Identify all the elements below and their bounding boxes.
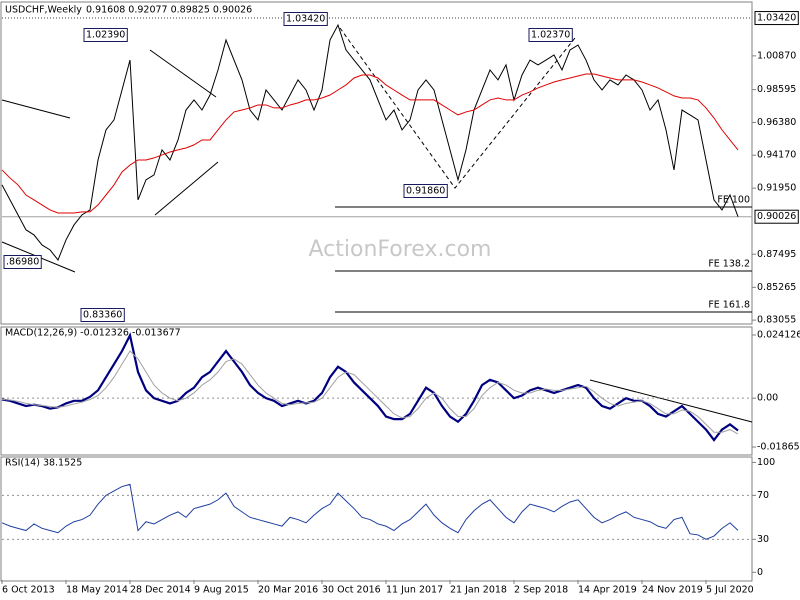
x-tick-label: 30 Oct 2016 bbox=[322, 585, 381, 596]
y-tick-label: 1.00870 bbox=[757, 50, 796, 61]
label-box bbox=[3, 255, 42, 269]
high-price-label: 1.03420 bbox=[757, 13, 796, 24]
x-tick-label: 2 Sep 2018 bbox=[514, 585, 568, 596]
price-panel bbox=[0, 1, 753, 325]
series-line bbox=[1, 350, 739, 435]
x-tick-label: 6 Oct 2013 bbox=[2, 585, 55, 596]
y-tick-label: 0.00 bbox=[757, 393, 778, 404]
fe-label: FE 161.8 bbox=[708, 300, 750, 311]
label-box bbox=[754, 11, 799, 26]
series-line bbox=[1, 23, 739, 261]
x-tick-label: 9 Aug 2015 bbox=[194, 585, 249, 596]
x-tick-label: 28 Dec 2014 bbox=[130, 585, 191, 596]
y-tick-label: 0.024126 bbox=[757, 330, 800, 341]
x-tick-label: 14 Apr 2019 bbox=[578, 585, 637, 596]
fe-label: FE 138.2 bbox=[708, 259, 750, 270]
price-annotation: 1.02370 bbox=[531, 30, 570, 41]
label-box bbox=[528, 28, 573, 42]
label-box bbox=[754, 209, 799, 224]
y-tick-label: 0.85265 bbox=[757, 282, 796, 293]
price-annotation: 0.91860 bbox=[406, 186, 445, 197]
x-tick-label: 18 May 2014 bbox=[66, 585, 128, 596]
series-line bbox=[1, 483, 739, 540]
macd-panel bbox=[0, 326, 753, 456]
price-annotation: 1.03420 bbox=[286, 14, 325, 25]
macd-trend-line bbox=[589, 379, 753, 423]
dashed-swing bbox=[339, 27, 576, 189]
label-box bbox=[83, 28, 128, 42]
y-tick-label: 100 bbox=[757, 457, 775, 468]
panel-title: RSI(14) 38.1525 bbox=[5, 458, 82, 469]
y-tick-label: 30 bbox=[757, 534, 769, 545]
trend-line bbox=[149, 49, 217, 98]
y-tick-label: 0.98595 bbox=[757, 84, 796, 95]
label-box bbox=[283, 12, 328, 26]
panel-title: MACD(12,26,9) -0.012326 -0.013677 bbox=[5, 328, 181, 339]
trend-line bbox=[154, 161, 219, 216]
x-tick-label: 5 Jul 2020 bbox=[706, 585, 754, 596]
last-price-label: 0.90026 bbox=[757, 211, 796, 222]
price-annotation: 0.83360 bbox=[83, 310, 122, 321]
y-tick-label: 0 bbox=[757, 567, 763, 578]
trend-line bbox=[1, 99, 71, 119]
y-tick-label: 70 bbox=[757, 490, 769, 501]
y-tick-label: 0.87495 bbox=[757, 249, 796, 260]
price-annotation: .86980 bbox=[6, 257, 39, 268]
panel-title: USDCHF,Weekly bbox=[5, 5, 82, 16]
price-annotation: 1.02390 bbox=[86, 30, 125, 41]
x-tick-label: 21 Jan 2018 bbox=[450, 585, 507, 596]
label-box bbox=[403, 184, 448, 198]
label-box bbox=[80, 308, 125, 322]
x-tick-label: 24 Nov 2019 bbox=[642, 585, 703, 596]
series-line bbox=[1, 73, 739, 214]
y-tick-label: 0.94170 bbox=[757, 150, 796, 161]
rsi-panel bbox=[0, 456, 753, 582]
y-tick-label: -0.018657 bbox=[757, 442, 800, 453]
fe-label: FE 100 bbox=[717, 195, 750, 206]
y-tick-label: 0.96380 bbox=[757, 117, 796, 128]
x-tick-label: 20 Mar 2016 bbox=[258, 585, 318, 596]
y-tick-label: 0.91950 bbox=[757, 183, 796, 194]
panel-subtitle: 0.91608 0.92077 0.89825 0.90026 bbox=[86, 5, 252, 16]
y-tick-label: 0.83055 bbox=[757, 315, 796, 326]
watermark: ActionForex.com bbox=[309, 237, 492, 262]
x-tick-label: 11 Jun 2017 bbox=[386, 585, 443, 596]
